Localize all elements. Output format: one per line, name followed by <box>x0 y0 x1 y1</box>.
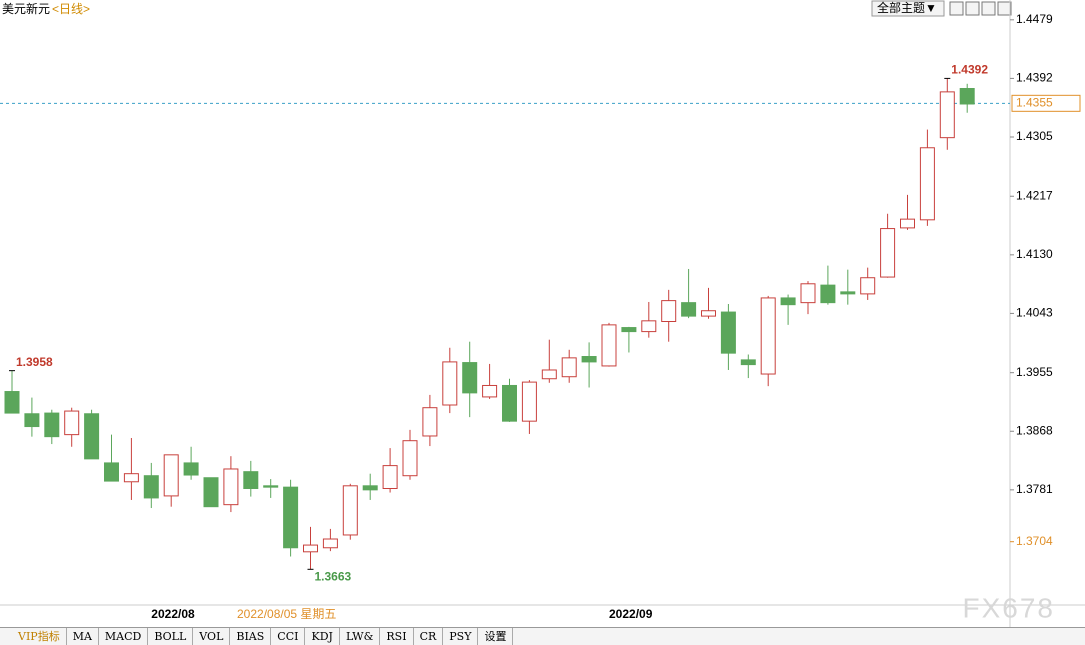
watermark: FX678 <box>963 592 1056 623</box>
theme-button-label[interactable]: 全部主题▼ <box>877 0 937 15</box>
candle-body <box>919 147 935 221</box>
candle-body <box>780 297 796 306</box>
candle-body <box>521 381 537 422</box>
candle-body <box>44 412 60 438</box>
toolbar-icons[interactable] <box>949 1 1012 16</box>
indicator-tab[interactable]: CR <box>414 628 444 645</box>
candle-body <box>342 485 358 536</box>
y-tick-label: 1.4392 <box>1016 71 1053 85</box>
candle-body <box>4 391 20 414</box>
candle-body <box>541 369 557 380</box>
candle-body <box>800 283 816 304</box>
candle-body <box>581 356 597 363</box>
chart-subtitle: <日线> <box>52 2 90 16</box>
indicator-tab[interactable]: CCI <box>271 628 306 645</box>
candle-body <box>701 310 716 317</box>
candle-body <box>661 300 677 322</box>
last-price-label: 1.4355 <box>1016 95 1053 109</box>
candle-body <box>442 361 458 406</box>
indicator-tab[interactable]: 设置 <box>478 628 514 645</box>
candle-body <box>621 327 637 333</box>
candle-body <box>263 485 279 488</box>
indicator-tab[interactable]: PSY <box>443 628 479 645</box>
candle-body <box>880 228 896 278</box>
candle-body <box>840 291 856 295</box>
candle-body <box>243 471 259 490</box>
chart: 美元新元 <日线> 全部主题▼ 2022/08/05 星期五 FX678 1.4… <box>0 0 1085 627</box>
y-tick-label: 1.4130 <box>1016 247 1053 261</box>
candle-body <box>482 384 498 398</box>
indicator-tab[interactable]: RSI <box>380 628 414 645</box>
candle-body <box>939 91 955 139</box>
y-tick-label: 1.4217 <box>1016 188 1053 202</box>
candle-body <box>502 384 517 422</box>
theme-button[interactable] <box>871 0 945 17</box>
candle-body <box>760 297 776 375</box>
chart-title: 美元新元 <box>2 1 50 16</box>
candle-body <box>303 544 318 553</box>
y-tick-label: 1.3781 <box>1016 482 1053 496</box>
candle-body <box>24 413 40 428</box>
candle-body <box>681 302 697 317</box>
candle-body <box>382 465 398 490</box>
candle-body <box>283 486 299 549</box>
marker-price-label: 1.3704 <box>1016 534 1053 548</box>
candle-body <box>322 538 338 549</box>
candle-body <box>740 359 756 366</box>
y-tick-label: 1.4043 <box>1016 306 1053 320</box>
candle-body <box>601 324 617 367</box>
candle-body <box>422 407 438 437</box>
indicator-tab[interactable]: MACD <box>99 628 149 645</box>
x-tick-label: 2022/08 <box>151 607 195 621</box>
candle-body <box>143 475 159 499</box>
candle-body <box>959 88 975 105</box>
indicator-tab[interactable]: BOLL <box>148 628 194 645</box>
crosshair-date: 2022/08/05 星期五 <box>237 607 336 621</box>
candle-body <box>123 473 139 483</box>
candle-body <box>820 284 836 304</box>
indicator-tab[interactable]: LW& <box>340 628 381 645</box>
candle-body <box>362 485 378 491</box>
candle-body <box>223 468 239 506</box>
candle-body <box>163 454 179 497</box>
candle-body <box>641 320 657 333</box>
y-tick-label: 1.4479 <box>1016 12 1053 26</box>
candle-body <box>561 357 577 378</box>
indicator-tab[interactable]: BIAS <box>230 628 272 645</box>
indicator-tab[interactable]: KDJ <box>305 628 340 645</box>
candle-body <box>900 218 915 229</box>
y-tick-label: 1.4305 <box>1016 129 1053 143</box>
candle-body <box>104 462 119 482</box>
candle-body <box>860 277 876 295</box>
indicator-tab[interactable]: MA <box>67 628 99 645</box>
candle-body <box>462 362 478 394</box>
extreme-label: 1.3958 <box>16 355 53 369</box>
y-tick-label: 1.3868 <box>1016 423 1053 437</box>
indicator-tab[interactable]: VOL <box>193 628 231 645</box>
candle-body <box>402 440 418 477</box>
candle-body <box>203 477 219 508</box>
candle-body <box>64 410 80 436</box>
indicator-tab[interactable]: VIP指标 <box>12 628 67 645</box>
extreme-label: 1.3663 <box>315 569 352 583</box>
candle-body <box>84 413 100 460</box>
candle-body <box>720 311 736 354</box>
x-tick-label: 2022/09 <box>609 607 653 621</box>
last-price-box <box>1011 94 1081 112</box>
candle-body <box>183 462 199 476</box>
extreme-label: 1.4392 <box>951 63 988 77</box>
y-tick-label: 1.3955 <box>1016 365 1053 379</box>
indicator-tabs: VIP指标 MA MACD BOLL VOL BIAS CCI KDJ LW& RSI CR PSY 设… <box>0 627 1085 645</box>
